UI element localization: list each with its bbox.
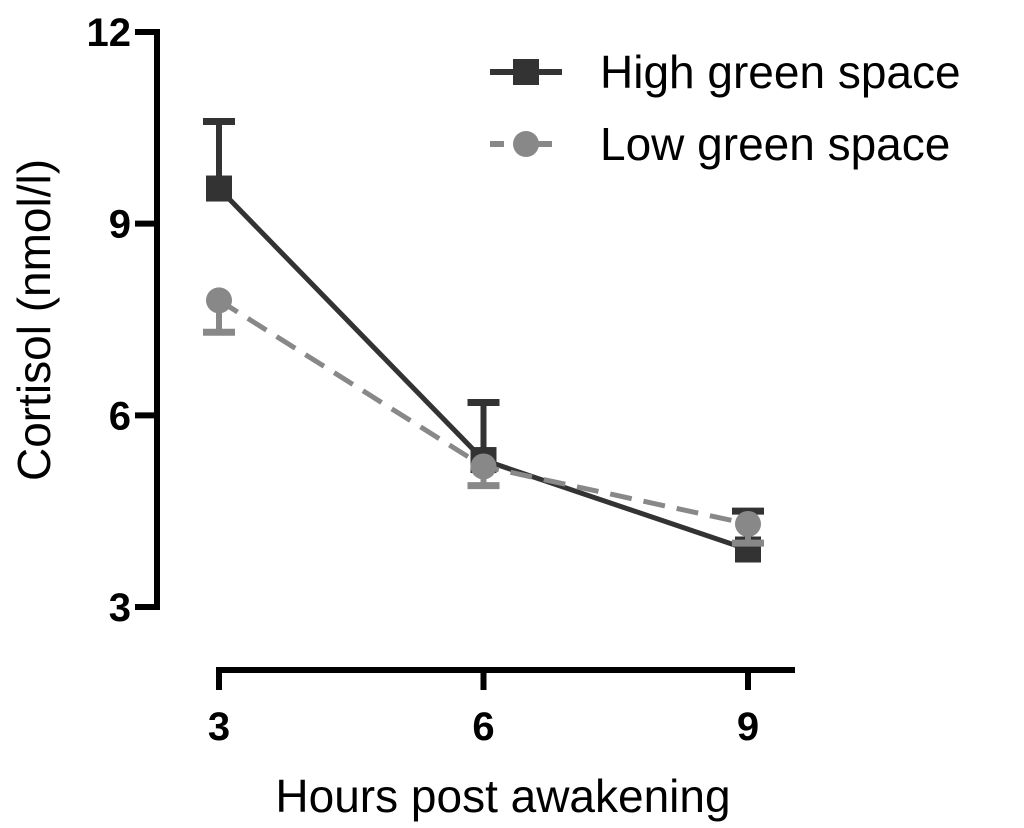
legend-label: High green space: [600, 46, 961, 98]
y-tick-label: 9: [109, 203, 131, 247]
y-tick-label: 12: [87, 11, 132, 55]
y-tick-label: 3: [109, 586, 131, 630]
legend-marker-circle: [513, 131, 539, 157]
plot-area: [203, 117, 764, 563]
data-point: [470, 453, 497, 480]
series-2: [203, 287, 764, 547]
legend: High green space Low green space: [490, 46, 961, 170]
data-point: [735, 510, 761, 537]
data-point: [206, 287, 232, 314]
legend-item: Low green space: [490, 118, 950, 170]
legend-marker-square: [513, 59, 539, 85]
x-tick-label: 9: [737, 705, 759, 749]
x-tick-label: 3: [208, 705, 230, 749]
series-line: [217, 186, 749, 552]
x-tick-label: 6: [472, 705, 494, 749]
y-tick-label: 6: [109, 394, 131, 438]
data-point: [206, 175, 232, 202]
x-axis: 3 6 9: [208, 667, 795, 749]
legend-item: High green space: [490, 46, 961, 98]
y-axis-title: Cortisol (nmol/l): [8, 159, 60, 481]
y-axis: 3 6 9 12: [87, 11, 160, 630]
legend-label: Low green space: [600, 118, 950, 170]
x-axis-title: Hours post awakening: [275, 770, 730, 822]
